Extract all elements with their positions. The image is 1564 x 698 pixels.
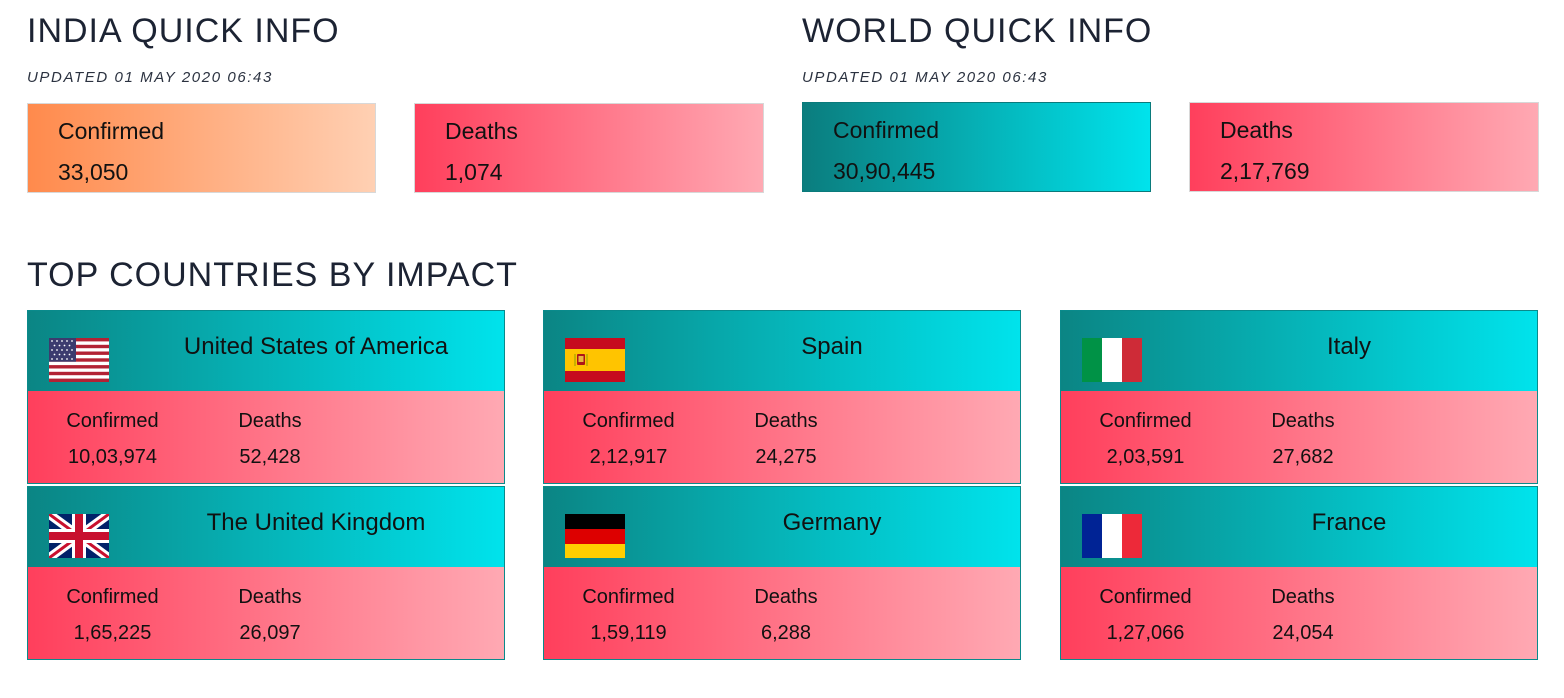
india-confirmed-value: 33,050 <box>58 159 129 185</box>
country-card-stats: Confirmed 2,12,917 Deaths 24,275 <box>544 391 1020 483</box>
spain-flag-icon <box>565 338 625 382</box>
deaths-label: Deaths <box>238 586 302 608</box>
confirmed-label: Confirmed <box>66 410 159 432</box>
country-card-header: France <box>1061 487 1537 567</box>
germany-flag-icon <box>565 514 625 558</box>
country-card-stats: Confirmed 1,65,225 Deaths 26,097 <box>28 567 504 659</box>
deaths-stat: Deaths 24,275 <box>751 410 821 469</box>
confirmed-stat: Confirmed 1,65,225 <box>65 586 160 645</box>
deaths-stat: Deaths 24,054 <box>1268 586 1338 645</box>
world-confirmed-card: Confirmed 30,90,445 <box>802 102 1151 192</box>
country-card-spain[interactable]: Spain Confirmed 2,12,917 Deaths 24,275 <box>543 310 1021 484</box>
india-deaths-value: 1,074 <box>445 159 503 185</box>
world-section-title: WORLD QUICK INFO <box>802 12 1153 50</box>
confirmed-stat: Confirmed 1,59,119 <box>581 586 676 645</box>
deaths-label: Deaths <box>754 410 818 432</box>
country-card-stats: Confirmed 1,59,119 Deaths 6,288 <box>544 567 1020 659</box>
confirmed-stat: Confirmed 10,03,974 <box>65 410 160 469</box>
country-card-header: Germany <box>544 487 1020 567</box>
confirmed-stat: Confirmed 2,03,591 <box>1098 410 1193 469</box>
confirmed-value: 2,03,591 <box>1106 446 1185 468</box>
country-card-header: Italy <box>1061 311 1537 391</box>
india-confirmed-card: Confirmed 33,050 <box>27 103 376 193</box>
confirmed-value: 1,27,066 <box>1106 622 1185 644</box>
confirmed-value: 1,59,119 <box>590 622 667 644</box>
confirmed-value: 1,65,225 <box>73 622 152 644</box>
deaths-stat: Deaths 27,682 <box>1268 410 1338 469</box>
confirmed-label: Confirmed <box>66 586 159 608</box>
country-name: Spain <box>801 333 863 360</box>
deaths-label: Deaths <box>1271 586 1335 608</box>
country-name: Germany <box>782 509 882 536</box>
india-deaths-card: Deaths 1,074 <box>414 103 764 193</box>
world-deaths-value: 2,17,769 <box>1220 158 1310 184</box>
world-confirmed-value: 30,90,445 <box>833 158 936 184</box>
confirmed-label: Confirmed <box>582 410 675 432</box>
confirmed-stat: Confirmed 2,12,917 <box>581 410 676 469</box>
country-name: The United Kingdom <box>206 509 426 536</box>
country-name: United States of America <box>183 333 449 360</box>
confirmed-label: Confirmed <box>1099 410 1192 432</box>
country-name: Italy <box>1326 333 1371 360</box>
deaths-label: Deaths <box>754 586 818 608</box>
world-confirmed-label: Confirmed <box>833 117 940 143</box>
deaths-stat: Deaths 26,097 <box>235 586 305 645</box>
country-card-uk[interactable]: The United Kingdom Confirmed 1,65,225 De… <box>27 486 505 660</box>
confirmed-stat: Confirmed 1,27,066 <box>1098 586 1193 645</box>
deaths-label: Deaths <box>1271 410 1335 432</box>
world-updated-text: UPDATED 01 MAY 2020 06:43 <box>802 69 1048 86</box>
country-card-stats: Confirmed 1,27,066 Deaths 24,054 <box>1061 567 1537 659</box>
confirmed-label: Confirmed <box>1099 586 1192 608</box>
deaths-value: 6,288 <box>760 622 812 644</box>
india-section-title: INDIA QUICK INFO <box>27 12 340 50</box>
india-updated-text: UPDATED 01 MAY 2020 06:43 <box>27 69 273 86</box>
world-deaths-label: Deaths <box>1220 117 1293 143</box>
deaths-value: 52,428 <box>239 446 301 468</box>
country-card-header: United States of America <box>28 311 504 391</box>
country-card-france[interactable]: France Confirmed 1,27,066 Deaths 24,054 <box>1060 486 1538 660</box>
uk-flag-icon <box>49 514 109 558</box>
deaths-value: 24,275 <box>755 446 817 468</box>
deaths-label: Deaths <box>238 410 302 432</box>
deaths-value: 26,097 <box>239 622 301 644</box>
country-card-germany[interactable]: Germany Confirmed 1,59,119 Deaths 6,288 <box>543 486 1021 660</box>
country-card-usa[interactable]: United States of America Confirmed 10,03… <box>27 310 505 484</box>
deaths-value: 27,682 <box>1272 446 1334 468</box>
italy-flag-icon <box>1082 338 1142 382</box>
confirmed-label: Confirmed <box>582 586 675 608</box>
top-countries-title: TOP COUNTRIES BY IMPACT <box>27 256 518 294</box>
confirmed-value: 10,03,974 <box>68 446 157 468</box>
us-flag-icon <box>49 338 109 382</box>
country-card-stats: Confirmed 10,03,974 Deaths 52,428 <box>28 391 504 483</box>
india-confirmed-label: Confirmed <box>58 118 165 144</box>
country-card-header: Spain <box>544 311 1020 391</box>
deaths-stat: Deaths 52,428 <box>235 410 305 469</box>
country-name: France <box>1311 509 1387 536</box>
country-card-stats: Confirmed 2,03,591 Deaths 27,682 <box>1061 391 1537 483</box>
confirmed-value: 2,12,917 <box>589 446 668 468</box>
country-card-italy[interactable]: Italy Confirmed 2,03,591 Deaths 27,682 <box>1060 310 1538 484</box>
deaths-stat: Deaths 6,288 <box>751 586 821 645</box>
country-card-header: The United Kingdom <box>28 487 504 567</box>
france-flag-icon <box>1082 514 1142 558</box>
deaths-value: 24,054 <box>1272 622 1334 644</box>
india-deaths-label: Deaths <box>445 118 518 144</box>
world-deaths-card: Deaths 2,17,769 <box>1189 102 1539 192</box>
